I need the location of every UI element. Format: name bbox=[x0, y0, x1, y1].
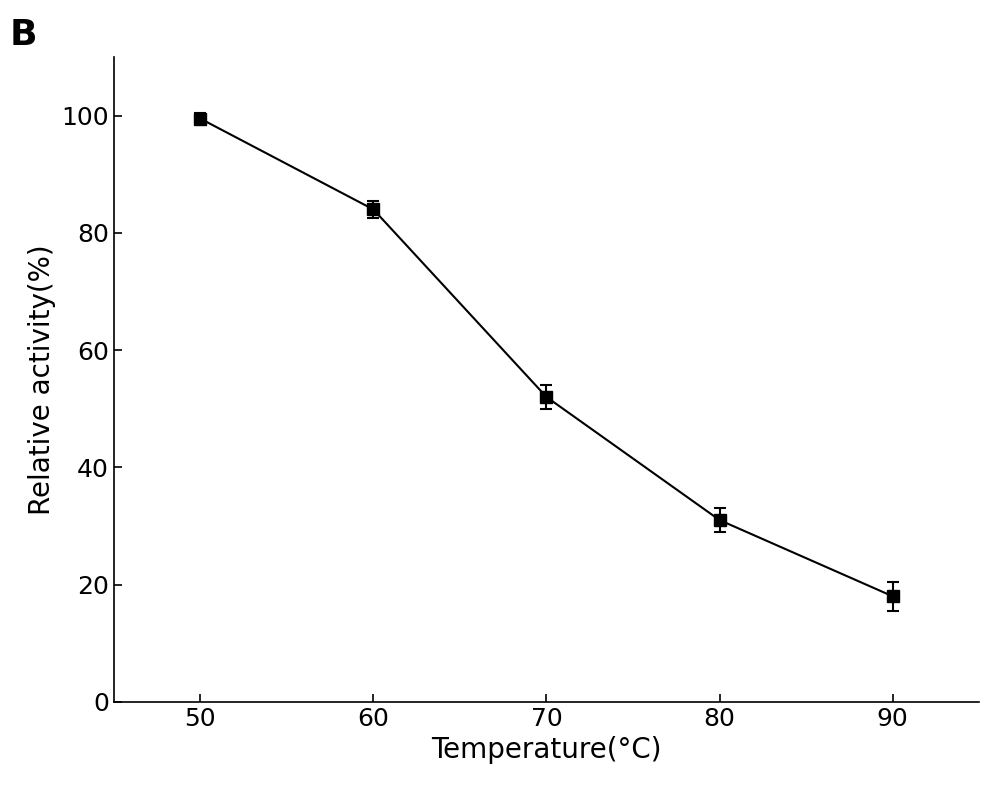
Y-axis label: Relative activity(%): Relative activity(%) bbox=[28, 244, 56, 515]
Text: B: B bbox=[10, 18, 37, 53]
X-axis label: Temperature(°C): Temperature(°C) bbox=[431, 736, 662, 764]
